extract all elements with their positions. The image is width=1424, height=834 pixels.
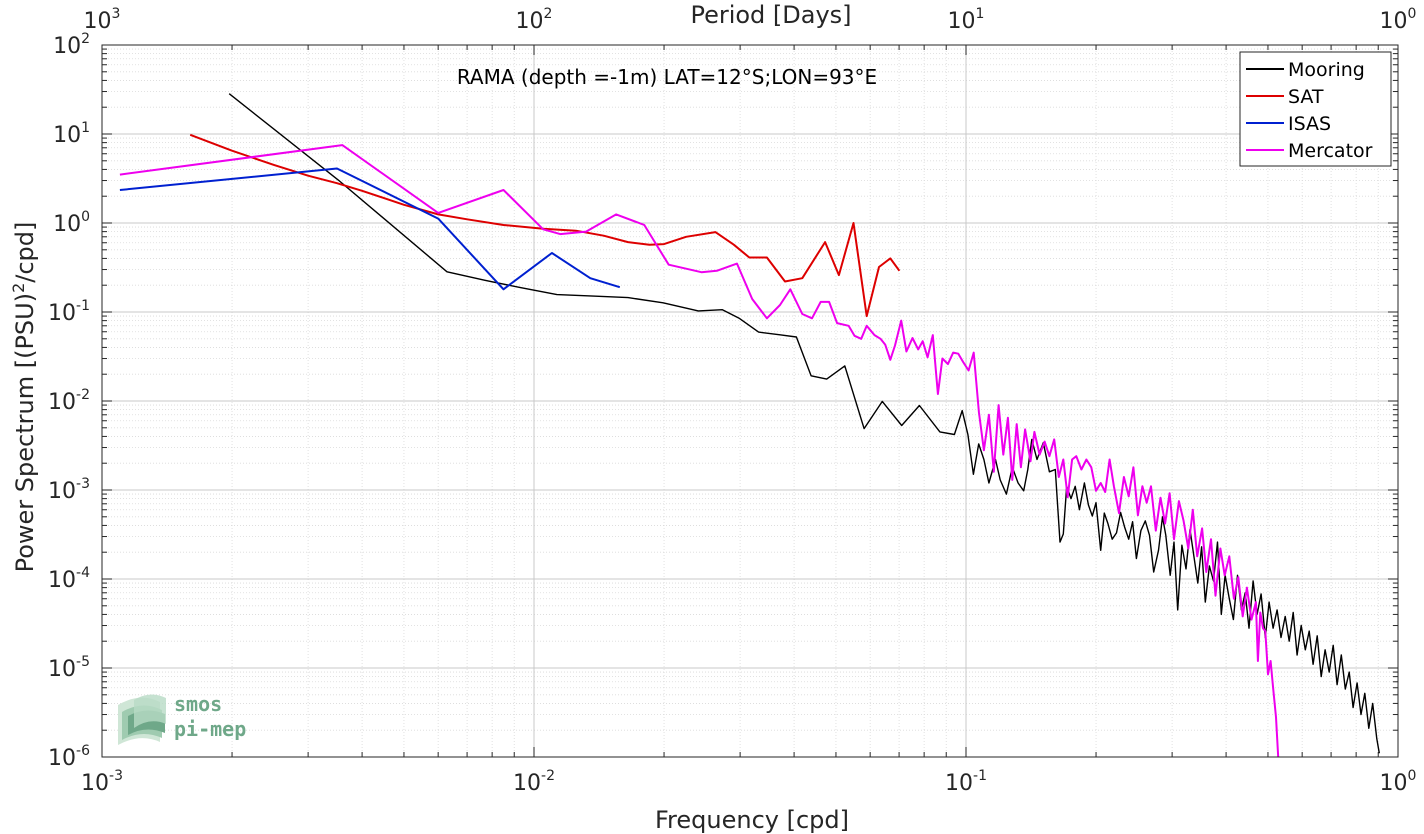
y-axis-label-sup: 2 — [9, 283, 28, 293]
x-tick-label: 10-2 — [513, 768, 555, 796]
x-tick-label-base: 10 — [945, 771, 973, 796]
y-tick-label-base: 10 — [48, 301, 76, 326]
top-tick-label-exp: 3 — [112, 6, 121, 22]
legend-label-mooring: Mooring — [1288, 59, 1365, 81]
x-tick-label: 10-1 — [945, 768, 987, 796]
y-tick-label-exp: -5 — [76, 654, 90, 670]
y-tick-label: 10-4 — [48, 565, 90, 593]
x-axis-label: Frequency [cpd] — [655, 806, 849, 834]
top-tick-label-base: 10 — [1380, 9, 1408, 34]
logo-emblem — [118, 694, 166, 745]
legend: Mooring SAT ISAS Mercator — [1239, 51, 1392, 167]
y-tick-label: 101 — [53, 120, 90, 148]
top-tick-label: 101 — [948, 6, 985, 34]
y-tick-label-exp: -2 — [76, 387, 90, 403]
x-tick-label: 100 — [1380, 768, 1417, 796]
top-tick-label-base: 10 — [948, 9, 976, 34]
top-tick-labels: 103 102 101 100 — [84, 6, 1417, 34]
x-tick-label: 10-3 — [81, 768, 123, 796]
legend-label-isas: ISAS — [1288, 113, 1331, 135]
top-axis-label: Period [Days] — [690, 1, 851, 29]
y-tick-label-base: 10 — [48, 479, 76, 504]
x-tick-label-base: 10 — [513, 771, 541, 796]
y-tick-label: 100 — [53, 209, 90, 237]
y-tick-label-base: 10 — [48, 568, 76, 593]
x-tick-label-exp: -1 — [973, 768, 987, 784]
x-tick-labels: 10-3 10-2 10-1 100 — [81, 768, 1416, 796]
axis-ticks — [101, 44, 1399, 758]
y-tick-label-exp: 1 — [81, 120, 90, 136]
logo-line2: pi-mep — [174, 717, 246, 741]
y-tick-label-exp: -6 — [76, 743, 90, 759]
y-tick-label: 10-3 — [48, 476, 90, 504]
smos-pi-mep-logo: smos pi-mep — [118, 692, 246, 745]
y-tick-label: 10-5 — [48, 654, 90, 682]
y-tick-label-base: 10 — [53, 34, 81, 59]
series-line-mercator — [119, 144, 1280, 758]
y-tick-label-base: 10 — [48, 746, 76, 771]
y-tick-label: 10-6 — [48, 743, 90, 771]
x-tick-label-base: 10 — [1380, 771, 1408, 796]
y-tick-label-exp: 0 — [81, 209, 90, 225]
top-tick-label-exp: 1 — [976, 6, 985, 22]
x-tick-label-exp: 0 — [1408, 768, 1417, 784]
x-tick-label-base: 10 — [81, 771, 109, 796]
y-tick-label-exp: 2 — [81, 31, 90, 47]
y-tick-label: 102 — [53, 31, 90, 59]
y-axis-label-main: Power Spectrum [(PSU) — [11, 293, 39, 572]
y-tick-label-base: 10 — [53, 212, 81, 237]
y-tick-label-exp: -4 — [76, 565, 90, 581]
y-tick-label-base: 10 — [53, 123, 81, 148]
top-tick-label: 100 — [1380, 6, 1417, 34]
series-layer — [119, 93, 1380, 758]
legend-label-sat: SAT — [1288, 86, 1324, 108]
y-axis-label-end: /cpd] — [11, 222, 39, 283]
legend-label-mercator: Mercator — [1288, 140, 1373, 162]
y-tick-label-base: 10 — [48, 390, 76, 415]
x-tick-label-exp: -3 — [109, 768, 123, 784]
chart-title: RAMA (depth =-1m) LAT=12°S;LON=93°E — [457, 65, 877, 89]
y-tick-label: 10-1 — [48, 298, 90, 326]
top-tick-label-base: 10 — [516, 9, 544, 34]
y-tick-label-exp: -3 — [76, 476, 90, 492]
top-tick-label-base: 10 — [84, 9, 112, 34]
top-tick-label-exp: 0 — [1408, 6, 1417, 22]
series-line-mooring — [228, 93, 1380, 754]
y-tick-label: 10-2 — [48, 387, 90, 415]
top-tick-label-exp: 2 — [544, 6, 553, 22]
logo-line1: smos — [174, 692, 222, 716]
x-tick-label-exp: -2 — [541, 768, 555, 784]
top-tick-label: 103 — [84, 6, 121, 34]
series-line-isas — [119, 167, 621, 291]
y-axis-label: Power Spectrum [(PSU)2/cpd] — [9, 222, 39, 573]
top-tick-label: 102 — [516, 6, 553, 34]
y-tick-label-exp: -1 — [76, 298, 90, 314]
y-tick-label-base: 10 — [48, 657, 76, 682]
legend-box — [1239, 51, 1392, 167]
